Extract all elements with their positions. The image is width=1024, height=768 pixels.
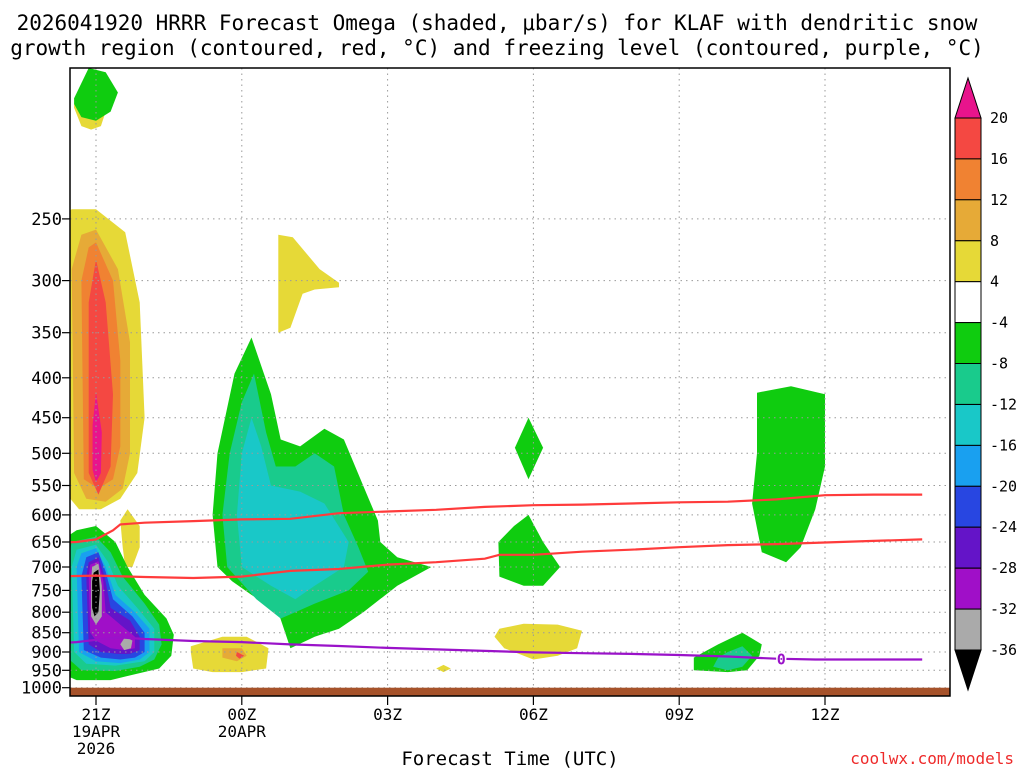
x-tick-label: 09Z [665,705,694,724]
colorbar-label: -28 [990,559,1017,577]
x-tick-date: 20APR [218,722,267,741]
y-tick-label: 650 [31,533,62,553]
colorbar-label: -24 [990,518,1017,536]
omega-shading-layer [70,68,825,681]
terrain-bar [70,687,950,696]
contour-dgz-bottom [70,538,923,580]
colorbar-label: 4 [990,273,999,291]
x-axis-label: Forecast Time (UTC) [401,748,618,768]
x-tick-label: 03Z [373,705,402,724]
omega-region-13 [514,417,544,480]
y-tick-label: 250 [31,210,62,230]
x-tick-date: 19APR [72,722,121,741]
y-tick-label: 1000 [21,679,62,699]
colorbar-box [954,363,982,405]
colorbar-box [954,567,982,610]
colorbar-box [954,117,982,160]
x-tick-label: 06Z [519,705,548,724]
y-axis: 2503003504004505005506006507007508008509… [21,210,70,699]
x-tick-label: 21Z [82,705,111,724]
colorbar-box [954,158,982,201]
y-tick-label: 900 [31,643,62,663]
contour-dgz-top [70,493,923,544]
omega-region-5 [92,392,102,483]
colorbar-label: -4 [990,314,1008,332]
colorbar-label: -36 [990,641,1017,659]
freezing-level-label: 0 [777,651,786,669]
grid-layer [70,68,950,696]
colorbar-label: 16 [990,150,1008,168]
y-tick-label: 700 [31,558,62,578]
y-tick-label: 600 [31,506,62,526]
colorbar-box [954,608,982,651]
plot-frame [69,67,951,697]
omega-region-30 [120,636,133,651]
colorbar-label: 12 [990,191,1008,209]
colorbar-label: 8 [990,232,999,250]
colorbar-label: 20 [990,109,1008,127]
omega-region-14 [498,514,561,586]
colorbar-top-arrow [954,76,982,119]
y-tick-label: 800 [31,603,62,623]
colorbar-box [954,526,982,569]
colorbar-box [954,240,982,283]
colorbar-box [954,281,982,324]
colorbar-label: -20 [990,477,1017,495]
contour-layer: 0 [70,493,923,670]
colorbar-label: -16 [990,436,1017,454]
colorbar: 20 16 12 8 4 -4 -8 -12 -16 -20 -24 -28 -32 -36 [954,76,1017,692]
omega-region-20 [222,648,247,662]
y-tick-label: 450 [31,409,62,429]
watermark: coolwx.com/models [850,749,1014,768]
y-tick-label: 850 [31,624,62,644]
chart-title-line-1: 2026041920 HRRR Forecast Omega (shaded, … [17,11,978,35]
colorbar-box [954,322,982,365]
colorbar-box [954,444,982,487]
omega-region-7 [278,234,339,333]
x-tick-year: 2026 [77,739,116,758]
y-tick-label: 750 [31,581,62,601]
colorbar-bottom-arrow [954,649,982,692]
colorbar-box [954,199,982,242]
colorbar-box [954,404,982,446]
colorbar-label: -12 [990,396,1017,414]
y-tick-label: 400 [31,369,62,389]
plot-area: 0 [70,68,950,696]
omega-region-12 [236,417,349,600]
y-tick-label: 550 [31,477,62,497]
y-tick-label: 950 [31,661,62,681]
y-tick-label: 300 [31,272,62,292]
omega-region-15 [752,386,825,563]
y-tick-label: 500 [31,444,62,464]
omega-region-8 [74,68,118,121]
x-tick-label: 12Z [811,705,840,724]
colorbar-label: -8 [990,355,1008,373]
chart-title-line-2: growth region (contoured, red, °C) and f… [10,36,984,60]
contour-freezing-level [70,636,923,661]
x-tick-label: 00Z [227,705,256,724]
y-tick-label: 350 [31,324,62,344]
colorbar-box [954,485,982,528]
colorbar-label: -32 [990,600,1017,618]
omega-region-31 [92,569,100,617]
